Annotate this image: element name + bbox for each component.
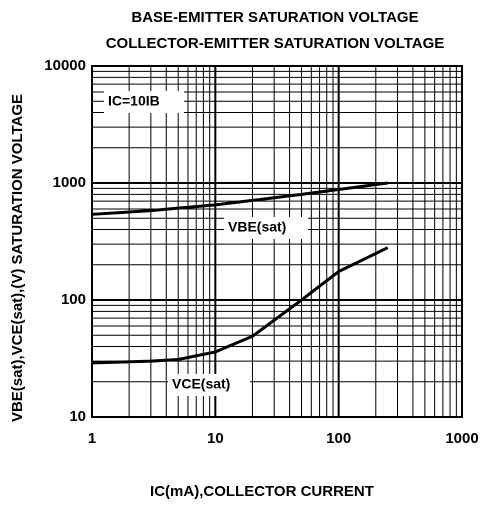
series-label-bg <box>224 217 308 239</box>
series-label-bg <box>168 374 250 396</box>
y-tick-label: 10000 <box>44 57 86 74</box>
line <box>91 181 388 216</box>
annotation-bg <box>104 91 184 113</box>
x-tick-label: 1000 <box>445 430 478 447</box>
chart-title: BASE-EMITTER SATURATION VOLTAGE <box>131 9 418 26</box>
x-tick-label: 1 <box>88 430 96 447</box>
line <box>91 246 389 365</box>
y-tick-label: 1000 <box>53 174 86 191</box>
y-tick-label: 100 <box>61 291 86 308</box>
series-label: VCE(sat) <box>172 376 230 392</box>
y-axis-label: VBE(sat),VCE(sat),(V) SATURATION VOLTAGE <box>9 94 26 422</box>
x-axis-label: IC(mA),COLLECTOR CURRENT <box>150 483 374 500</box>
annotation: IC=10IB <box>108 93 160 109</box>
chart-title: COLLECTOR-EMITTER SATURATION VOLTAGE <box>106 35 445 52</box>
x-tick-label: 100 <box>326 430 351 447</box>
x-tick-label: 10 <box>207 430 224 447</box>
series-label: VBE(sat) <box>228 219 286 235</box>
y-tick-label: 10 <box>69 408 86 425</box>
plot-border <box>91 65 463 418</box>
